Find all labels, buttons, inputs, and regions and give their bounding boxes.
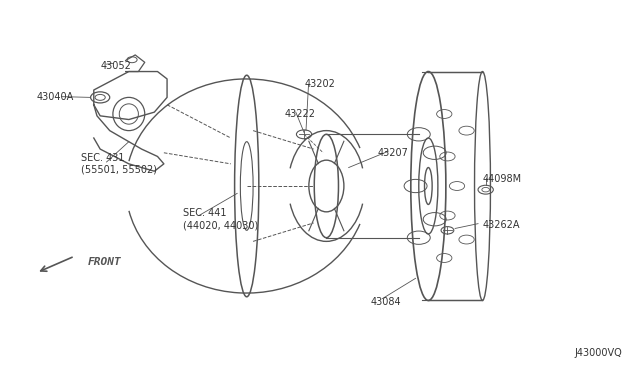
Text: 43222: 43222 — [285, 109, 316, 119]
Text: 43202: 43202 — [304, 80, 335, 89]
Text: J43000VQ: J43000VQ — [575, 348, 623, 358]
Text: SEC. 441
(44020, 44030): SEC. 441 (44020, 44030) — [183, 208, 259, 230]
Text: FRONT: FRONT — [88, 257, 121, 267]
Text: 43207: 43207 — [378, 148, 408, 158]
Text: SEC. 431
(55501, 55502): SEC. 431 (55501, 55502) — [81, 153, 157, 174]
Text: 44098M: 44098M — [483, 174, 522, 184]
Text: 43040A: 43040A — [36, 92, 74, 102]
Text: 43262A: 43262A — [483, 220, 520, 230]
Text: 43052: 43052 — [100, 61, 131, 71]
Text: 43084: 43084 — [371, 297, 402, 307]
